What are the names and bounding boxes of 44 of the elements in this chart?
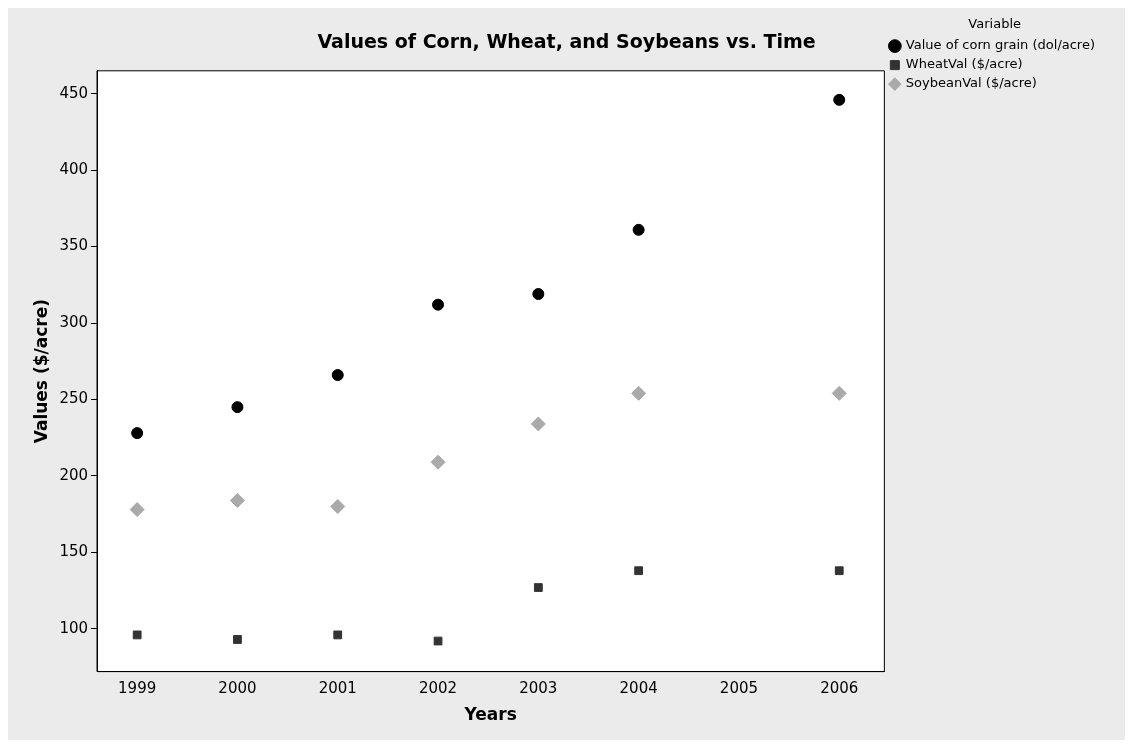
point [634, 566, 644, 576]
point [129, 502, 145, 518]
chart-title: Values of Corn, Wheat, and Soybeans vs. Time [317, 30, 816, 53]
legend-label: WheatVal ($/acre) [905, 56, 1023, 72]
y-tick-label: 450 [59, 83, 89, 102]
x-tick-label: 2001 [318, 679, 357, 698]
y-tick-label: 300 [59, 312, 89, 331]
point [330, 499, 346, 514]
point [632, 223, 645, 236]
y-tick-label: 100 [59, 618, 89, 637]
legend-label: SoybeanVal ($/acre) [905, 75, 1037, 91]
point [834, 566, 844, 576]
point [833, 93, 846, 106]
point [331, 369, 344, 382]
point [231, 401, 244, 414]
point [131, 427, 144, 440]
point [530, 416, 546, 432]
x-tick-label: 2005 [719, 679, 759, 698]
point [233, 635, 242, 644]
y-tick-label: 400 [59, 160, 89, 179]
point [132, 630, 142, 640]
point [631, 385, 647, 401]
y-axis-title: Values ($/acre) [30, 299, 51, 444]
x-tick-label: 2000 [218, 679, 257, 698]
point [430, 454, 446, 470]
x-axis-title: Years [463, 704, 517, 725]
point [432, 298, 445, 311]
x-tick-label: 2006 [820, 679, 859, 698]
point [333, 630, 343, 640]
y-tick-label: 200 [59, 465, 89, 484]
legend-label: Value of corn grain (dol/acre) [905, 37, 1096, 53]
point [433, 636, 443, 646]
y-tick-label: 250 [59, 389, 89, 408]
x-tick-label: 2003 [519, 679, 558, 698]
y-tick-label: 350 [59, 236, 89, 255]
legend-title: Variable [968, 15, 1021, 31]
y-tick-label: 150 [59, 542, 89, 561]
point [831, 385, 847, 401]
x-tick-label: 2004 [619, 679, 658, 698]
x-tick-label: 1999 [118, 679, 157, 698]
point [532, 288, 545, 300]
point [229, 492, 245, 508]
point [533, 583, 543, 592]
x-tick-label: 2002 [418, 679, 458, 698]
